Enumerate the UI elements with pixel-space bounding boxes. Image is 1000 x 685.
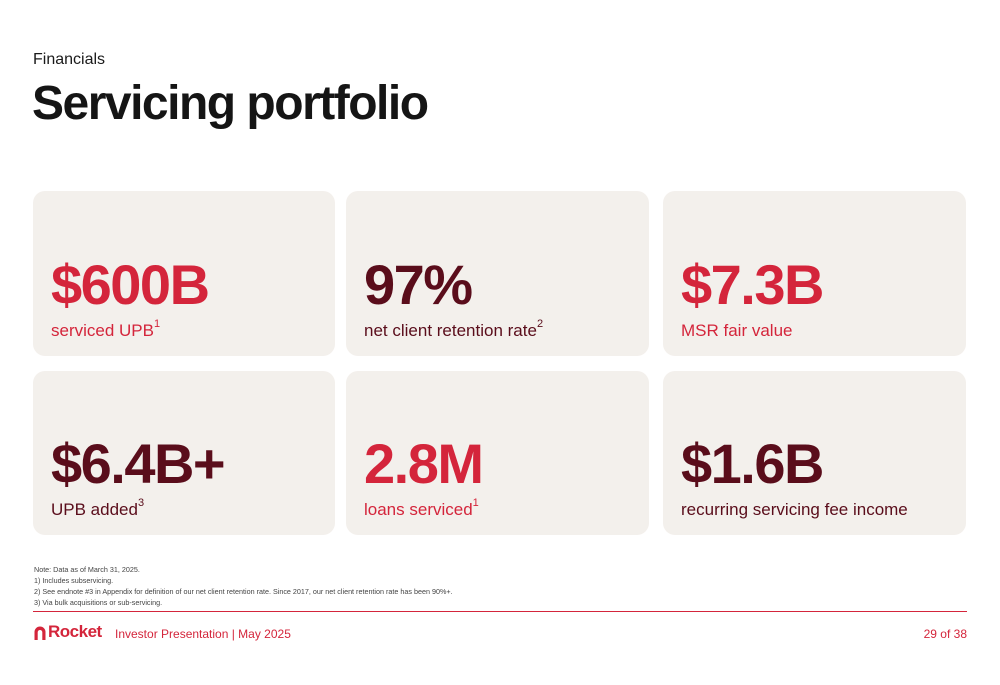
footnote-line: 1) Includes subservicing. xyxy=(34,576,114,585)
page-title: Servicing portfolio xyxy=(32,77,429,130)
rocket-arch-icon xyxy=(34,626,46,640)
footnote-marker: 1 xyxy=(153,318,161,330)
stat-label: recurring servicing fee income xyxy=(681,500,908,519)
stat-value: $1.6B xyxy=(681,432,824,495)
stat-card-loans-serviced: 2.8M loans serviced1 xyxy=(346,371,649,535)
page-number: 29 of 38 xyxy=(923,627,967,641)
stat-value: 2.8M xyxy=(364,432,484,495)
stat-card-net-client-retention: 97% net client retention rate2 xyxy=(346,191,649,356)
footnote-marker: 3 xyxy=(137,497,145,509)
logo-wordmark: Rocket xyxy=(48,622,102,641)
stat-value: $7.3B xyxy=(681,253,824,316)
section-kicker: Financials xyxy=(33,51,106,68)
stat-label: net client retention rate2 xyxy=(364,318,544,340)
footnote-line: Note: Data as of March 31, 2025. xyxy=(34,565,140,574)
stat-card-upb-added: $6.4B+ UPB added3 xyxy=(33,371,335,535)
rocket-logo: Rocket xyxy=(33,622,102,642)
stat-label: UPB added3 xyxy=(51,497,145,519)
footnote-line: 3) Via bulk acquisitions or sub-servicin… xyxy=(34,598,163,607)
footnote-line: 2) See endnote #3 in Appendix for defini… xyxy=(34,587,453,596)
stat-label: loans serviced1 xyxy=(364,497,479,519)
stat-value: 97% xyxy=(364,253,473,316)
stat-value: $600B xyxy=(51,253,210,316)
stat-value: $6.4B+ xyxy=(51,432,226,495)
footnote-marker: 1 xyxy=(472,497,479,509)
footnotes: Note: Data as of March 31, 2025. 1) Incl… xyxy=(34,564,453,608)
stat-label: serviced UPB1 xyxy=(51,318,161,340)
footnote-marker: 2 xyxy=(536,318,544,330)
stat-label: MSR fair value xyxy=(681,321,793,340)
footer-divider xyxy=(33,611,967,612)
stat-card-serviced-upb: $600B serviced UPB1 xyxy=(33,191,335,356)
stat-card-recurring-fee-income: $1.6B recurring servicing fee income xyxy=(663,371,966,535)
footer-presentation-label: Investor Presentation | May 2025 xyxy=(115,627,291,641)
stat-card-msr-fair-value: $7.3B MSR fair value xyxy=(663,191,966,356)
